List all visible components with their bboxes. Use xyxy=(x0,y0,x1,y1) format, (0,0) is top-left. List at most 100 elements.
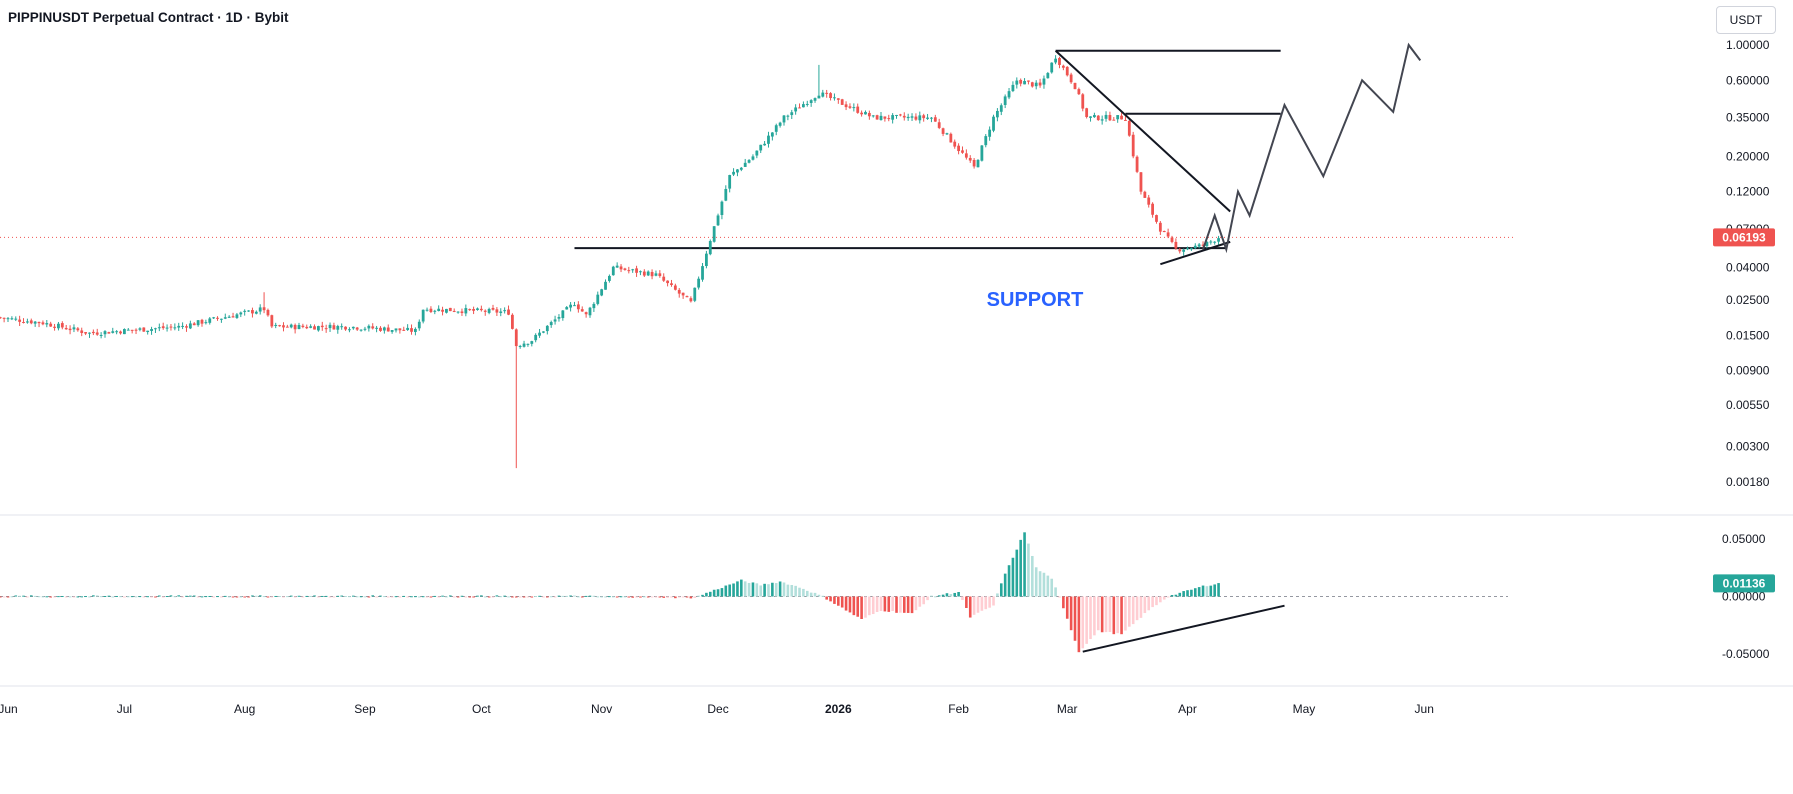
candle-body xyxy=(724,188,728,201)
candle-body xyxy=(786,115,790,117)
candle-body xyxy=(499,311,503,313)
histogram-bar xyxy=(507,596,510,598)
candle-body xyxy=(953,141,957,147)
histogram-bar xyxy=(421,596,425,598)
candle-body xyxy=(1170,237,1174,242)
candle-body xyxy=(355,327,359,330)
candle-body xyxy=(103,331,107,335)
candle-body xyxy=(41,322,45,325)
support-label: SUPPORT xyxy=(987,289,1084,311)
histogram-bar xyxy=(627,596,631,598)
candle-body xyxy=(1178,249,1182,252)
histogram-bar xyxy=(961,596,964,601)
candle-body xyxy=(821,92,825,97)
candle-body xyxy=(84,332,87,334)
candle-body xyxy=(650,271,654,277)
histogram-bar xyxy=(138,596,142,598)
candle-body xyxy=(375,327,378,329)
candle-body xyxy=(1139,172,1143,192)
histogram-bar xyxy=(1159,596,1162,603)
candle-body xyxy=(736,169,739,173)
histogram-bar xyxy=(468,596,472,598)
candle-body xyxy=(980,145,984,161)
histogram-bar xyxy=(452,596,456,598)
candle-body xyxy=(809,100,813,103)
histogram-bar xyxy=(844,596,848,611)
candle-body xyxy=(278,325,281,327)
candle-body xyxy=(1120,115,1123,120)
candle-body xyxy=(336,326,340,330)
histogram-bar xyxy=(355,596,359,598)
histogram-bar xyxy=(577,596,580,598)
histogram-bar xyxy=(235,596,239,598)
histogram-bar xyxy=(359,596,363,598)
candle-body xyxy=(1108,114,1112,121)
histogram-bar xyxy=(759,585,763,597)
candle-body xyxy=(1166,232,1170,237)
histogram-bar xyxy=(80,596,84,598)
candle-body xyxy=(992,116,995,131)
histogram-bar xyxy=(1019,539,1022,597)
histogram-bar xyxy=(930,595,933,597)
candle-body xyxy=(805,103,809,105)
histogram-bar xyxy=(491,596,495,598)
candle-body xyxy=(254,311,258,314)
candle-body xyxy=(394,328,398,331)
histogram-bar xyxy=(1054,587,1057,597)
candle-body xyxy=(1158,222,1162,232)
candle-body xyxy=(487,308,491,313)
candle-body xyxy=(542,331,545,333)
candle-body xyxy=(1069,74,1073,83)
histogram-bar xyxy=(1031,555,1034,597)
candle-body xyxy=(867,112,871,117)
candle-body xyxy=(37,321,41,324)
histogram-bar xyxy=(61,596,64,598)
candle-body xyxy=(157,327,161,329)
candle-body xyxy=(891,115,895,120)
histogram-bar xyxy=(701,594,704,597)
histogram-bar xyxy=(922,596,925,605)
candle-body xyxy=(794,107,798,112)
currency-unit-button[interactable]: USDT xyxy=(1716,6,1776,34)
histogram-bar xyxy=(126,596,130,598)
histogram-bar xyxy=(169,595,173,597)
histogram-bar xyxy=(22,595,25,597)
histogram-bar xyxy=(1058,596,1061,598)
oscillator-value-tag xyxy=(1713,574,1775,593)
histogram-bar xyxy=(906,596,910,613)
candle-body xyxy=(1030,82,1034,87)
histogram-bar xyxy=(445,596,448,598)
candle-body xyxy=(76,328,80,331)
candle-body xyxy=(918,115,922,121)
candle-body xyxy=(367,325,371,329)
oscillator-axis[interactable]: 0.05000 0.00000 -0.05000 xyxy=(1722,532,1770,661)
time-axis-tick-label: Jun xyxy=(1415,702,1434,716)
oscillator-value-tag-value: 0.01136 xyxy=(1723,576,1766,590)
candle-body xyxy=(782,115,786,123)
histogram-bar xyxy=(879,596,883,612)
candle-body xyxy=(681,292,685,296)
candle-body xyxy=(33,321,37,324)
candle-body xyxy=(437,308,441,312)
histogram-bar xyxy=(1197,587,1201,597)
candle-body xyxy=(937,122,941,128)
histogram-bar xyxy=(1205,586,1209,597)
candle-body xyxy=(161,326,165,329)
price-axis[interactable]: 1.000000.600000.350000.200000.120000.070… xyxy=(1726,38,1770,489)
candle-body xyxy=(588,307,592,316)
histogram-bar xyxy=(487,596,491,598)
candle-body xyxy=(188,323,192,329)
histogram-bar xyxy=(289,595,293,597)
histogram-bar xyxy=(1011,557,1015,597)
histogram-bar xyxy=(255,595,258,597)
time-axis-tick-label: Mar xyxy=(1057,702,1078,716)
histogram-bar xyxy=(805,590,809,597)
histogram-bar xyxy=(336,595,340,597)
candle-body xyxy=(460,311,464,314)
candle-body xyxy=(123,329,126,335)
candle-body xyxy=(926,117,929,119)
histogram-bar xyxy=(999,583,1003,597)
time-axis[interactable]: Jun Jul Aug Sep Oct Nov Dec 2026 Feb Mar Apr May Jun xyxy=(0,702,1434,716)
histogram-bar xyxy=(763,583,766,597)
